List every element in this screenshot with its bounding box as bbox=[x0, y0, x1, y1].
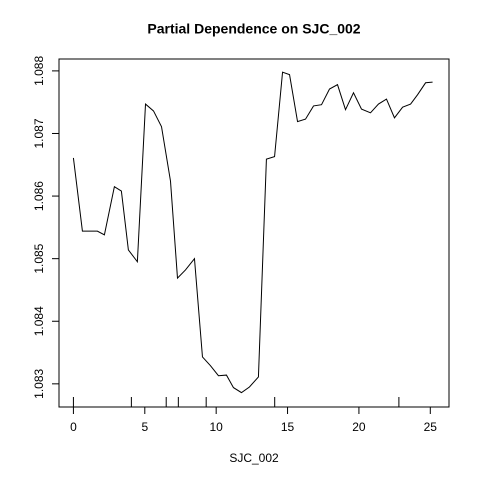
y-tick-label: 1.085 bbox=[32, 243, 46, 273]
plot-box bbox=[58, 58, 450, 408]
y-tick-label: 1.084 bbox=[32, 306, 46, 336]
y-tick-label: 1.083 bbox=[32, 369, 46, 399]
x-tick-label: 20 bbox=[352, 420, 366, 434]
x-tick-label: 10 bbox=[209, 420, 223, 434]
y-tick-label: 1.086 bbox=[32, 181, 46, 211]
x-axis-label: SJC_002 bbox=[229, 451, 279, 465]
y-tick-label: 1.087 bbox=[32, 118, 46, 148]
x-tick-label: 25 bbox=[424, 420, 438, 434]
x-tick-label: 0 bbox=[70, 420, 77, 434]
x-tick-label: 15 bbox=[281, 420, 295, 434]
data-line bbox=[72, 71, 433, 394]
x-tick-label: 5 bbox=[141, 420, 148, 434]
y-tick-label: 1.088 bbox=[32, 56, 46, 86]
chart-title: Partial Dependence on SJC_002 bbox=[147, 21, 360, 37]
